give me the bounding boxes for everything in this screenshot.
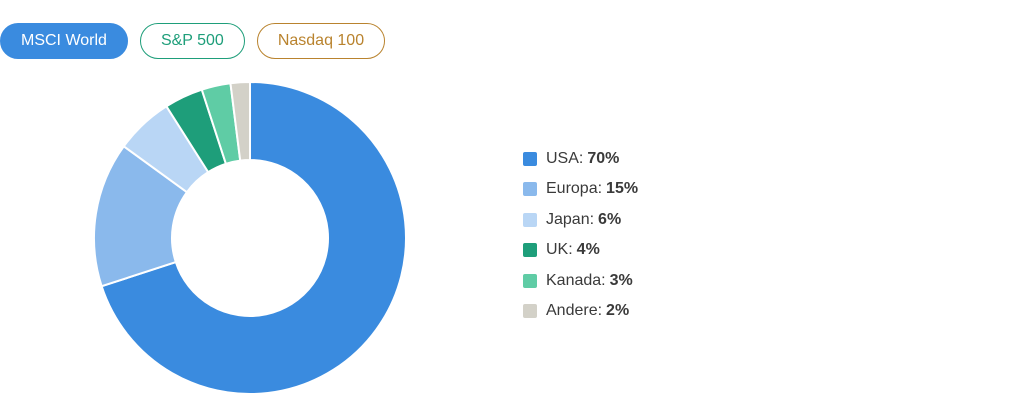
legend-swatch <box>523 151 537 166</box>
legend-value: 2% <box>606 302 630 320</box>
chart-legend: USA: 70% Europa: 15% Japan: 6% UK: 4% Ka… <box>523 147 638 331</box>
slice-europa[interactable] <box>93 144 189 288</box>
legend-value: 4% <box>576 241 600 259</box>
legend-item-kanada[interactable]: Kanada: 3% <box>523 269 638 292</box>
legend-swatch <box>523 243 537 258</box>
legend-item-europa[interactable]: Europa: 15% <box>523 178 638 201</box>
legend-item-uk[interactable]: UK: 4% <box>523 239 638 262</box>
tab-msci-world[interactable]: MSCI World <box>0 23 128 59</box>
legend-label: Japan: <box>546 210 595 228</box>
tab-sp-500[interactable]: S&P 500 <box>139 23 245 59</box>
index-tabs: MSCI World S&P 500 Nasdaq 100 <box>0 23 386 59</box>
legend-item-usa[interactable]: USA: 70% <box>523 147 638 170</box>
legend-label: Kanada: <box>546 271 606 289</box>
legend-item-japan[interactable]: Japan: 6% <box>523 208 638 231</box>
legend-value: 70% <box>587 149 620 167</box>
legend-item-andere[interactable]: Andere: 2% <box>523 300 638 323</box>
legend-label: USA: <box>546 149 584 167</box>
legend-value: 15% <box>606 180 639 198</box>
legend-label: Andere: <box>546 302 603 320</box>
donut-chart <box>93 80 407 395</box>
legend-label: UK: <box>546 241 573 259</box>
legend-swatch <box>523 212 537 227</box>
legend-label: Europa: <box>546 180 603 198</box>
legend-value: 3% <box>609 271 633 289</box>
legend-swatch <box>523 304 537 319</box>
slice-andere[interactable] <box>229 80 251 162</box>
slice-usa[interactable] <box>100 80 407 395</box>
tab-nasdaq-100[interactable]: Nasdaq 100 <box>256 23 386 59</box>
legend-swatch <box>523 273 537 288</box>
legend-value: 6% <box>598 210 622 228</box>
legend-swatch <box>523 182 537 197</box>
